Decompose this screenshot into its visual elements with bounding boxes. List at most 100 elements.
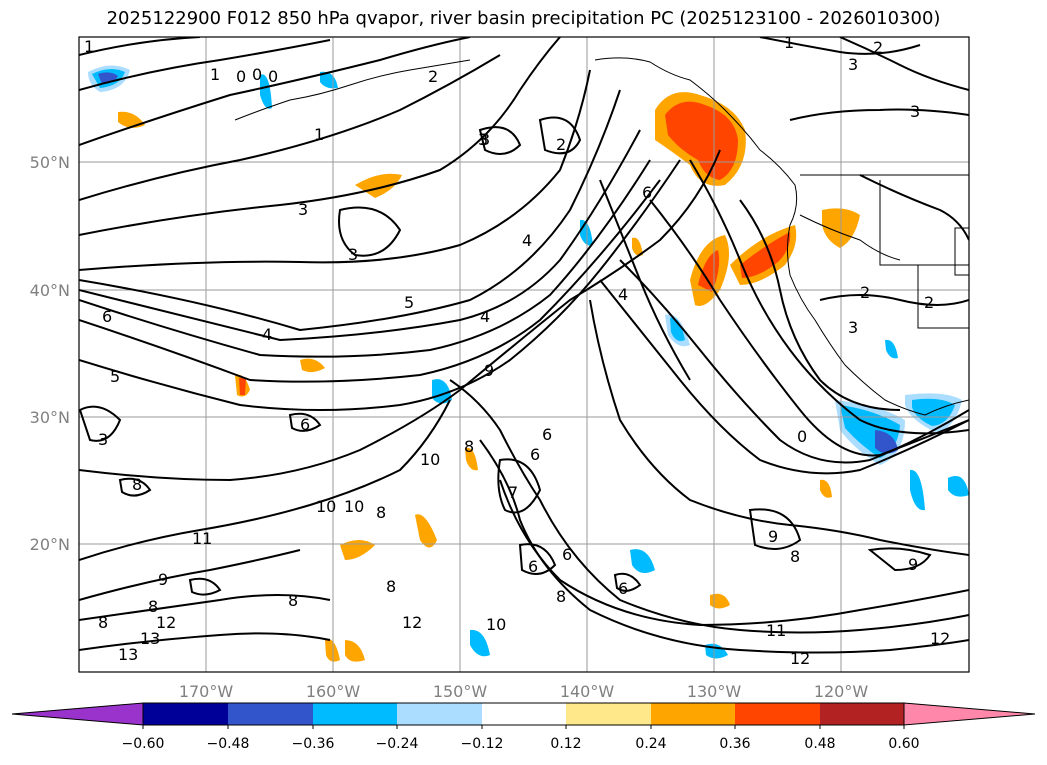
contour-label: 9 bbox=[768, 527, 778, 546]
contour-label: 6 bbox=[642, 183, 652, 202]
lat-label-40n: 40°N bbox=[30, 281, 70, 300]
contour-label: 10 bbox=[420, 450, 440, 469]
contour-label: 2 bbox=[556, 135, 566, 154]
lat-label-30n: 30°N bbox=[30, 408, 70, 427]
contour-label: 13 bbox=[140, 629, 160, 648]
lon-label-130w: 130°W bbox=[687, 682, 742, 701]
contour-label: 8 bbox=[464, 437, 474, 456]
contour-label: 0 bbox=[797, 427, 807, 446]
contour-label: 0 bbox=[236, 67, 246, 86]
contour-label: 6 bbox=[618, 579, 628, 598]
contour-label: 5 bbox=[404, 293, 414, 312]
contour-label: 6 bbox=[542, 425, 552, 444]
lon-label-170w: 170°W bbox=[179, 682, 234, 701]
colorbar-swatch bbox=[313, 703, 397, 725]
lat-label-20n: 20°N bbox=[30, 535, 70, 554]
lon-label-160w: 160°W bbox=[306, 682, 361, 701]
colorbar-swatch bbox=[143, 703, 228, 725]
colorbar: −0.60 −0.48 −0.36 −0.24 −0.12 0.12 0.24 … bbox=[11, 702, 1036, 752]
contour-label: 3 bbox=[348, 245, 358, 264]
contour-label: 3 bbox=[298, 200, 308, 219]
contour-label: 4 bbox=[618, 285, 628, 304]
contour-label: 8 bbox=[148, 597, 158, 616]
contour-label: 3 bbox=[910, 102, 920, 121]
contour-label: 8 bbox=[790, 547, 800, 566]
contour-label: 3 bbox=[848, 55, 858, 74]
contour-label: 12 bbox=[402, 613, 422, 632]
precipitation-shading bbox=[88, 65, 969, 662]
contour-label: 8 bbox=[98, 613, 108, 632]
contour-label: 7 bbox=[508, 483, 518, 502]
colorbar-swatch bbox=[651, 703, 735, 725]
contour-label: 8 bbox=[288, 591, 298, 610]
colorbar-swatch bbox=[482, 703, 566, 725]
colorbar-tick-label: 0.24 bbox=[635, 736, 666, 752]
contour-label: 10 bbox=[316, 497, 336, 516]
contour-label: 9 bbox=[484, 361, 494, 380]
map-background bbox=[79, 37, 969, 672]
contour-label: 0 bbox=[268, 67, 278, 86]
contour-label: 12 bbox=[790, 649, 810, 668]
contour-label: 8 bbox=[376, 503, 386, 522]
contour-label: 2 bbox=[860, 283, 870, 302]
contour-label-group: 1 1 0 0 0 1 2 3 3 3 2 1 2 3 3 4 5 4 6 5 … bbox=[84, 37, 950, 668]
colorbar-swatch bbox=[820, 703, 904, 725]
contour-label: 2 bbox=[924, 293, 934, 312]
contour-label: 12 bbox=[156, 613, 176, 632]
contour-label: 1 bbox=[314, 125, 324, 144]
lat-label-50n: 50°N bbox=[30, 153, 70, 172]
colorbar-tick-label: −0.48 bbox=[207, 736, 250, 752]
latitude-labels: 50°N 40°N 30°N 20°N bbox=[30, 153, 70, 554]
contour-label: 3 bbox=[478, 130, 488, 149]
longitude-labels: 170°W 160°W 150°W 140°W 130°W 120°W bbox=[179, 682, 869, 701]
colorbar-swatch bbox=[735, 703, 820, 725]
contour-label: 6 bbox=[562, 545, 572, 564]
contour-label: 3 bbox=[98, 430, 108, 449]
contour-label: 6 bbox=[528, 557, 538, 576]
contour-label: 12 bbox=[930, 629, 950, 648]
colorbar-max-arrow bbox=[903, 702, 1036, 726]
contour-label: 3 bbox=[848, 318, 858, 337]
contour-label: 4 bbox=[262, 325, 272, 344]
contour-label: 1 bbox=[84, 37, 94, 56]
contour-label: 6 bbox=[300, 415, 310, 434]
contour-label: 6 bbox=[102, 307, 112, 326]
colorbar-tick-label: −0.60 bbox=[122, 736, 165, 752]
contour-label: 0 bbox=[252, 65, 262, 84]
colorbar-swatch bbox=[566, 703, 651, 725]
colorbar-tick-label: −0.12 bbox=[461, 736, 504, 752]
lon-label-140w: 140°W bbox=[560, 682, 615, 701]
contour-label: 2 bbox=[428, 67, 438, 86]
colorbar-frame bbox=[142, 702, 905, 726]
contour-label: 1 bbox=[210, 65, 220, 84]
colorbar-tick-label: −0.36 bbox=[292, 736, 335, 752]
colorbar-tick-label: 0.36 bbox=[719, 736, 750, 752]
contour-label: 2 bbox=[873, 38, 883, 57]
colorbar-min-arrow bbox=[11, 702, 144, 726]
map-frame bbox=[78, 36, 970, 673]
colorbar-tick-label: 0.60 bbox=[888, 736, 919, 752]
contour-label: 13 bbox=[118, 645, 138, 664]
contour-label: 10 bbox=[486, 615, 506, 634]
contour-label: 6 bbox=[530, 445, 540, 464]
contour-label: 8 bbox=[386, 577, 396, 596]
contour-lines bbox=[79, 37, 969, 654]
contour-label: 5 bbox=[110, 367, 120, 386]
contour-label: 10 bbox=[344, 497, 364, 516]
colorbar-tick-label: −0.24 bbox=[376, 736, 419, 752]
colorbar-tick-label: 0.12 bbox=[550, 736, 581, 752]
contour-label: 3 bbox=[480, 130, 490, 149]
colorbar-swatch bbox=[397, 703, 482, 725]
map-title: 2025122900 F012 850 hPa qvapor, river ba… bbox=[106, 8, 941, 29]
colorbar-tick-label: 0.48 bbox=[804, 736, 835, 752]
contour-label: 8 bbox=[132, 475, 142, 494]
contour-label: 9 bbox=[908, 555, 918, 574]
contour-label: 9 bbox=[158, 570, 168, 589]
contour-label: 11 bbox=[192, 529, 212, 548]
coastline bbox=[234, 57, 969, 416]
contour-label: 4 bbox=[480, 307, 490, 326]
lon-label-120w: 120°W bbox=[814, 682, 869, 701]
contour-label: 8 bbox=[556, 587, 566, 606]
contour-label: 4 bbox=[522, 231, 532, 250]
